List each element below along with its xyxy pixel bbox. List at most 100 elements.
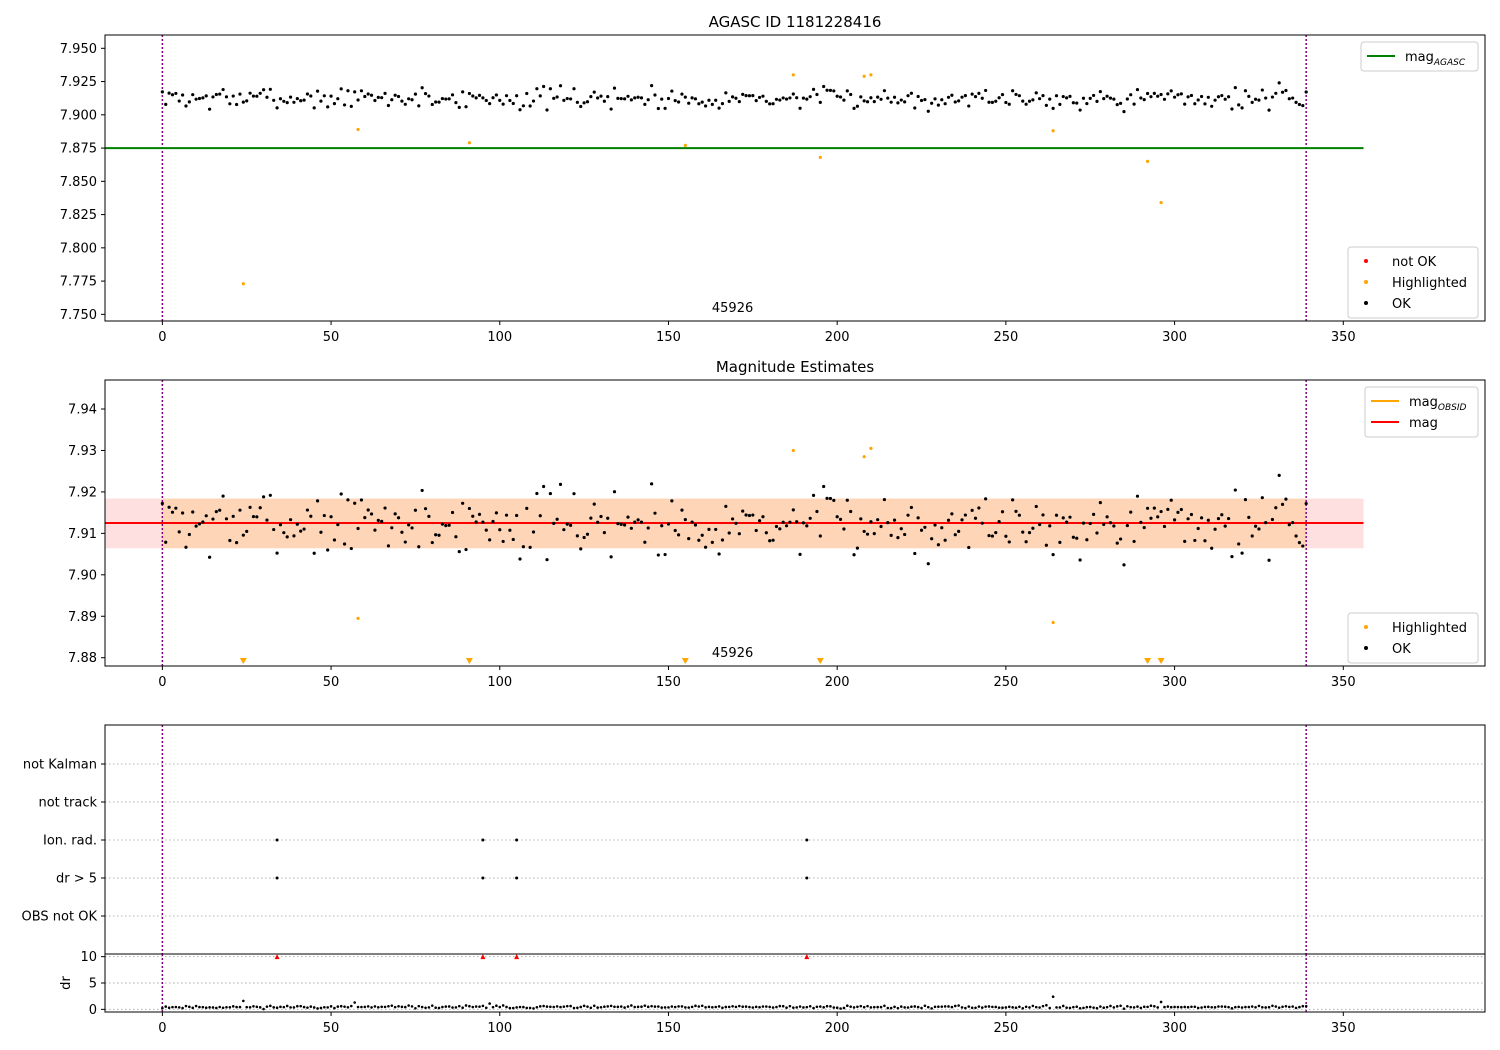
ok-point [319, 99, 323, 103]
ok-point [757, 95, 762, 100]
ok-point [565, 96, 569, 101]
dr-point [1126, 1004, 1129, 1008]
ok-point [488, 538, 492, 542]
dr-point [633, 1005, 637, 1009]
ok-point [1135, 494, 1140, 498]
ok-point [255, 515, 259, 519]
dr-point [562, 1005, 566, 1008]
ok-point [285, 535, 289, 539]
ok-point [1122, 110, 1126, 114]
ok-point [501, 539, 505, 544]
out-of-range-marker [681, 658, 689, 664]
ok-point [950, 512, 954, 516]
ok-point [1139, 96, 1143, 100]
y-tick-label: 7.825 [60, 208, 97, 223]
ok-point [1179, 507, 1183, 512]
dr-point [508, 1006, 512, 1010]
ok-point [265, 95, 269, 99]
dr-point [603, 1005, 606, 1009]
ok-point [1102, 97, 1106, 101]
ok-point [889, 100, 893, 104]
ok-point [1280, 502, 1285, 506]
dr-point [1166, 1005, 1170, 1008]
dr-point [488, 1002, 491, 1005]
ok-point [926, 562, 930, 566]
dr-point [1234, 1005, 1237, 1009]
dr-point [640, 1005, 643, 1008]
x-tick-label: 100 [487, 675, 512, 690]
ok-point [329, 515, 333, 519]
ok-point [946, 95, 951, 99]
ok-point [1183, 102, 1187, 106]
dr-point [1088, 1005, 1092, 1009]
dr-point [1277, 1006, 1281, 1009]
ok-point [498, 98, 502, 102]
dr-point [582, 1004, 586, 1008]
ok-point [666, 96, 671, 101]
ok-point [1220, 93, 1224, 98]
ok-point [693, 523, 698, 527]
ok-point [531, 99, 536, 103]
ok-point [1112, 524, 1116, 528]
dr-point [1105, 1005, 1109, 1009]
ok-point [538, 514, 542, 518]
ok-point [467, 506, 472, 511]
ok-point [407, 97, 411, 101]
ok-point [778, 98, 782, 102]
dr-point [967, 1005, 971, 1008]
dr-point [792, 1006, 795, 1009]
dr-point [457, 1004, 461, 1008]
ok-point [393, 512, 397, 516]
ok-point [241, 100, 245, 104]
ok-point [656, 106, 660, 111]
ok-point [228, 538, 232, 543]
ok-point [238, 508, 242, 512]
dr-point [204, 1006, 208, 1009]
dr-point [646, 1005, 650, 1009]
ok-point [626, 515, 630, 519]
ok-point [801, 96, 806, 100]
highlighted-point [683, 143, 687, 148]
ok-point [639, 96, 644, 100]
ok-point [383, 506, 387, 510]
legend-label: Highlighted [1392, 621, 1467, 636]
ok-point [427, 94, 431, 98]
ok-point [707, 527, 711, 531]
ok-point [1048, 524, 1052, 528]
dr-point [991, 1005, 994, 1009]
ok-point [184, 545, 188, 549]
ok-point [987, 100, 991, 104]
ok-point [869, 96, 873, 100]
dr-point [667, 1006, 670, 1009]
ok-point [201, 96, 205, 100]
ok-point [569, 523, 573, 527]
clipped-point-marker [274, 954, 280, 960]
dr-point [1065, 1006, 1068, 1009]
dr-point [609, 1004, 613, 1008]
ok-point [717, 106, 721, 110]
ok-point [899, 98, 903, 102]
ok-point [801, 521, 806, 525]
dr-point [184, 1004, 188, 1008]
dr-point [592, 1004, 596, 1008]
ok-point [339, 492, 343, 496]
flags-panel: not Kalman not track Ion. rad. dr > 5 OBS no… [22, 724, 1486, 955]
ok-point [1115, 541, 1119, 545]
ok-point [174, 91, 178, 96]
ok-point [1031, 526, 1035, 530]
ok-point [1058, 540, 1062, 544]
dr-point [171, 1005, 174, 1009]
dr-point [306, 1006, 309, 1009]
ok-point [221, 494, 225, 498]
ok-point [1250, 100, 1254, 104]
legend-frame [1347, 246, 1479, 319]
dr-point [1190, 1005, 1193, 1009]
dr-point [1264, 1006, 1267, 1009]
highlighted-point [862, 74, 866, 78]
ok-point [380, 519, 384, 524]
ok-point [467, 91, 472, 96]
obsid-label: 45926 [712, 301, 753, 316]
ok-point [1247, 94, 1251, 98]
ok-point [1061, 94, 1065, 99]
dr-point [731, 1004, 734, 1008]
